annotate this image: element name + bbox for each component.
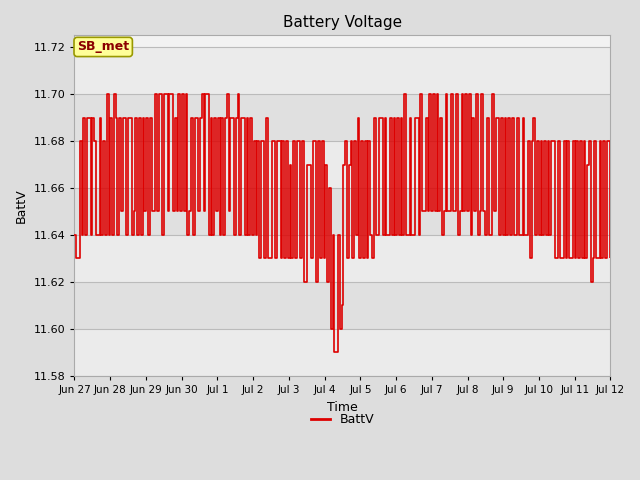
Text: SB_met: SB_met (77, 40, 129, 53)
Title: Battery Voltage: Battery Voltage (283, 15, 402, 30)
Bar (74, 141, 611, 188)
Y-axis label: BattV: BattV (15, 188, 28, 223)
X-axis label: Time: Time (327, 400, 358, 413)
Bar (74, 329, 611, 376)
Legend: BattV: BattV (306, 408, 379, 431)
Bar (74, 94, 611, 141)
Bar (74, 188, 611, 235)
Bar (74, 235, 611, 282)
Bar (74, 47, 611, 94)
Bar (74, 282, 611, 329)
